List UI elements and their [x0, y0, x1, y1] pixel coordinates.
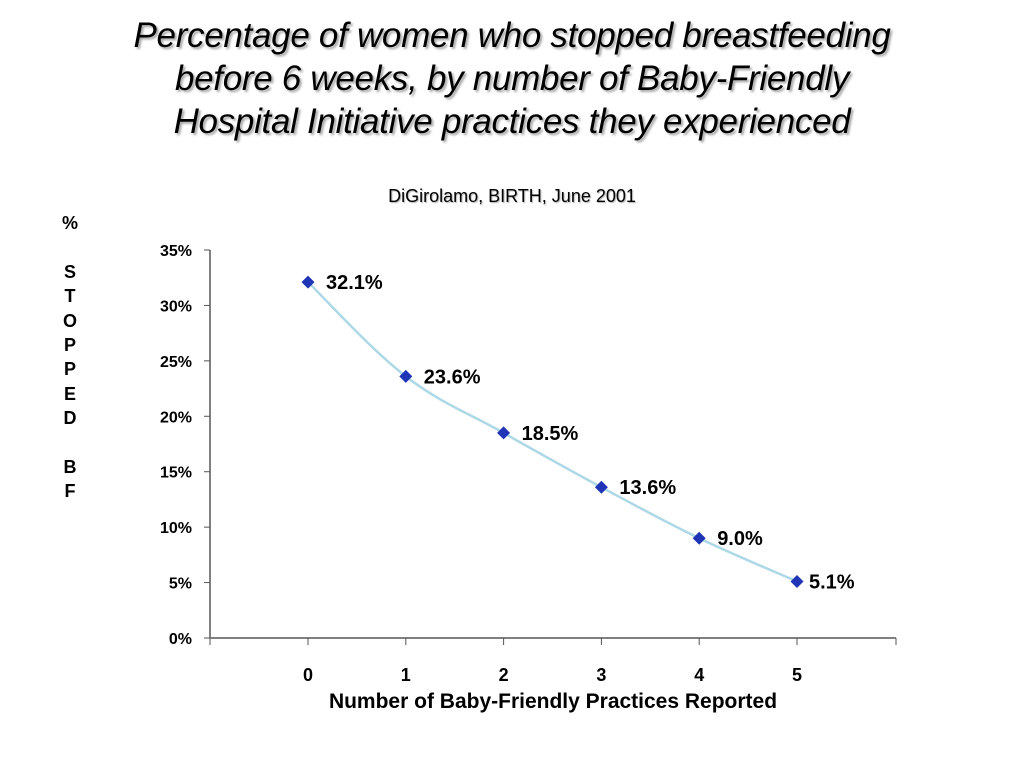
title-line-1: Percentage of women who stopped breastfe… [133, 16, 891, 55]
x-tick-label: 1 [401, 665, 411, 685]
data-point-marker [399, 369, 413, 383]
y-axis-label-char: P [63, 334, 76, 355]
y-axis-label-char: B [63, 456, 77, 477]
y-tick-label: 0% [169, 631, 192, 648]
data-label: 5.1% [809, 571, 855, 593]
y-tick-label: 5% [169, 576, 192, 593]
y-axis-label-char: S [63, 261, 76, 282]
y-axis-label-char: D [63, 408, 77, 429]
y-tick-label: 25% [160, 354, 192, 371]
axes [209, 250, 896, 639]
y-tick-label: 10% [160, 520, 192, 537]
x-ticks: 0 1 2 3 4 5 [209, 638, 897, 685]
data-point-marker [790, 574, 804, 588]
data-label: 23.6% [424, 366, 481, 388]
x-tick-label: 5 [792, 665, 802, 685]
chart-subtitle: DiGirolamo, BIRTH, June 2001 [388, 186, 636, 206]
data-point-marker [594, 480, 608, 494]
data-point-marker [301, 275, 315, 289]
y-tick-label: 35% [160, 243, 192, 260]
y-axis-label-char: P [63, 359, 76, 380]
y-axis-label-char: O [62, 310, 77, 331]
data-label: 18.5% [522, 423, 579, 445]
data-labels: 32.1% 23.6% 18.5% 13.6% 9.0% 5.1% [326, 272, 855, 593]
data-label: 32.1% [326, 272, 383, 294]
x-tick-label: 3 [596, 665, 606, 685]
data-point-marker [692, 531, 706, 545]
x-tick-label: 0 [303, 665, 313, 685]
data-label: 13.6% [619, 477, 676, 499]
series-markers [301, 275, 804, 588]
title-line-3: Hospital Initiative practices they exper… [173, 102, 851, 141]
y-axis-label-char: E [63, 383, 76, 404]
data-label: 9.0% [717, 528, 763, 550]
y-axis-label-char: T [64, 286, 76, 307]
x-tick-label: 4 [694, 665, 704, 685]
title-line-2: before 6 weeks, by number of Baby-Friend… [174, 59, 850, 98]
chart-title: Percentage of women who stopped breastfe… [0, 14, 1024, 143]
y-tick-label: 30% [160, 298, 192, 315]
y-axis-label: % S T O P P E D B F [52, 211, 88, 504]
y-ticks: 0% 5% 10% 15% 20% 25% 30% 35% [160, 243, 210, 648]
y-tick-label: 15% [160, 465, 192, 482]
y-axis-label-char: % [61, 213, 78, 233]
series-line [307, 281, 798, 583]
y-tick-label: 20% [160, 409, 192, 426]
y-axis-label-char: F [64, 481, 76, 502]
x-axis-label: Number of Baby-Friendly Practices Report… [329, 690, 777, 713]
data-point-marker [497, 426, 511, 440]
x-tick-label: 2 [499, 665, 509, 685]
